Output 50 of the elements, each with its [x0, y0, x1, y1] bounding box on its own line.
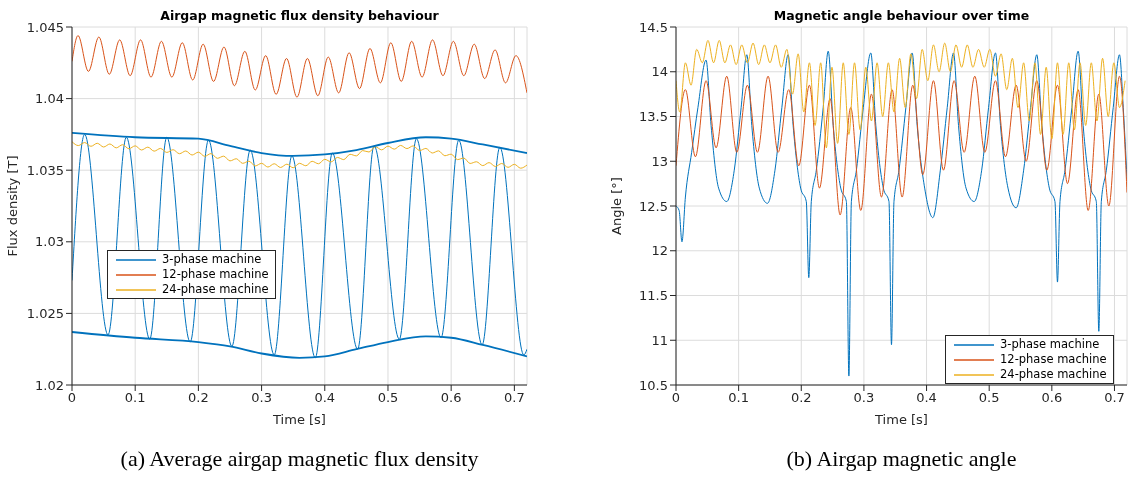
y-tick-label: 14 — [651, 64, 668, 80]
line-series — [72, 133, 527, 359]
x-tick-label: 0.4 — [314, 390, 336, 406]
y-tick-label: 1.045 — [26, 19, 64, 35]
y-tick-label: 1.03 — [35, 234, 64, 250]
x-tick-label: 0 — [671, 390, 681, 406]
legend-label: 24-phase machine — [1000, 367, 1107, 382]
y-tick-label: 1.02 — [35, 377, 64, 393]
y-tick-label: 1.025 — [26, 306, 64, 322]
legend-label: 3-phase machine — [1000, 337, 1100, 352]
x-tick-label: 0 — [67, 390, 77, 406]
legend-label: 3-phase machine — [162, 252, 262, 267]
y-tick-label: 13.5 — [639, 109, 668, 125]
x-axis-title: Time [s] — [272, 412, 326, 427]
x-tick-label: 0.3 — [853, 390, 875, 406]
y-tick-label: 11.5 — [639, 288, 668, 304]
chart-title: Magnetic angle behaviour over time — [772, 8, 1031, 23]
x-tick-label: 0.4 — [916, 390, 937, 406]
y-tick-label: 1.035 — [26, 162, 64, 178]
y-axis-title: Flux density [T] — [4, 155, 20, 257]
legend-label: 12-phase machine — [162, 267, 269, 282]
x-tick-label: 0.6 — [440, 390, 462, 406]
text: (b) Airgap magnetic angle — [785, 446, 1018, 472]
x-tick-label: 0.2 — [188, 390, 209, 406]
y-tick-label: 13 — [651, 153, 668, 169]
line-series — [72, 35, 527, 98]
chart-title: Airgap magnetic flux density behaviour — [159, 8, 440, 23]
x-tick-label: 0.5 — [978, 390, 1000, 406]
x-tick-label: 0.1 — [124, 390, 146, 406]
y-tick-label: 11 — [651, 332, 668, 348]
x-axis-title: Time [s] — [874, 412, 928, 427]
y-tick-label: 1.04 — [35, 91, 64, 107]
y-tick-label: 14.5 — [639, 19, 668, 35]
x-tick-label: 0.6 — [1041, 390, 1063, 406]
x-tick-label: 0.5 — [377, 390, 399, 406]
x-tick-label: 0.7 — [1104, 390, 1125, 406]
x-tick-label: 0.1 — [728, 390, 749, 406]
legend-label: 12-phase machine — [1000, 352, 1107, 367]
x-tick-label: 0.7 — [504, 390, 525, 406]
line-series — [72, 141, 527, 169]
y-tick-label: 12 — [651, 243, 668, 259]
line-series — [676, 75, 1127, 216]
legend-label: 24-phase machine — [162, 282, 269, 297]
line-series — [676, 39, 1126, 149]
x-tick-label: 0.3 — [251, 390, 272, 406]
y-axis-title: Angle [°] — [608, 177, 624, 235]
y-tick-label: 12.5 — [639, 198, 668, 214]
text: (a) Average airgap magnetic flux density — [119, 446, 480, 472]
y-tick-label: 10.5 — [639, 377, 668, 393]
x-tick-label: 0.2 — [790, 390, 812, 406]
